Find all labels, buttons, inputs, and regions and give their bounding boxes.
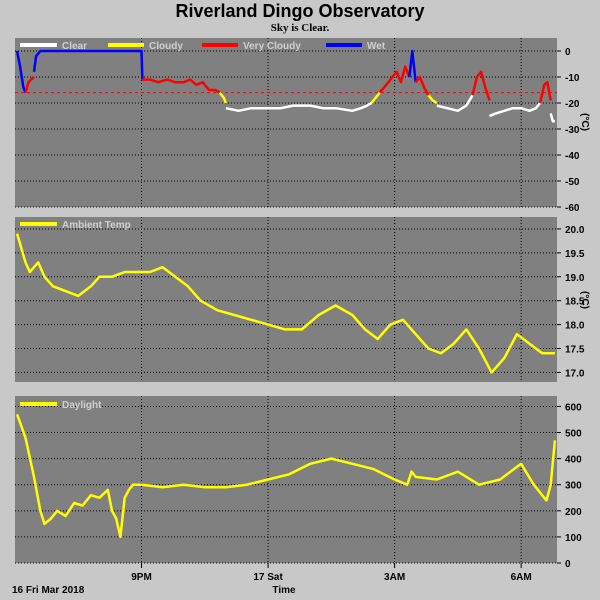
sky-segment-wet [15,50,27,94]
y-tick-label: 400 [565,455,582,466]
daylight-grid [15,396,557,564]
y-tick-label: -60 [565,203,580,214]
x-axis-title: Time [272,585,296,596]
y-tick-label: 200 [565,507,582,518]
sky-segment-wet [408,49,417,83]
sky-temperature-series [15,49,555,123]
legend-label-wet: Wet [367,41,386,52]
sky-temperature-panel: 0 -10 -20 -30 -40 -50 -60 (°C) Clear Cloudy Ve… [15,38,590,214]
ambient-legend: Ambient Temp [20,220,131,231]
x-tick-label: 9PM [131,572,152,583]
ambient-temperature-plot-area [15,217,557,382]
x-tick-label: 17 Sat [253,572,283,583]
sky-segment-very-cloudy [142,78,221,94]
legend-label-daylight: Daylight [62,400,102,411]
daylight-panel: 600 500 400 300 200 100 0 Daylight [15,396,582,570]
sky-segment-clear [549,113,555,123]
sky-segment-cloudy [370,91,381,104]
y-tick-label: 17.0 [565,368,585,379]
y-tick-label: -40 [565,151,580,162]
y-tick-label: -20 [565,99,580,110]
sky-segment-wet [32,49,144,80]
y-tick-label: 19.0 [565,273,585,284]
y-tick-label: 20.0 [565,225,585,236]
daylight-plot-area [15,396,557,563]
legend-label-cloudy: Cloudy [149,41,183,52]
ambient-temperature-panel: 20.0 19.5 19.0 18.5 18.0 17.5 17.0 (°C) Ambien… [15,217,590,382]
daylight-line [15,413,557,539]
sky-status-subtitle: Sky is Clear. [270,22,330,34]
sky-segment-cloudy [427,94,438,105]
sky-segment-very-cloudy [538,80,552,104]
sky-temperature-y-ticks: 0 -10 -20 -30 -40 -50 -60 [557,47,580,214]
sky-legend: Clear Cloudy Very Cloudy Wet [20,41,386,52]
y-tick-label: 19.5 [565,249,585,260]
sky-temperature-plot-area [15,38,557,207]
sky-segment-clear [489,102,542,118]
x-tick-label: 3AM [384,572,405,583]
y-tick-label: 18.5 [565,297,585,308]
y-tick-label: 300 [565,481,582,492]
y-tick-label: 0 [565,47,571,58]
ambient-temperature-line [15,233,555,374]
y-tick-label: -30 [565,125,580,136]
sky-temperature-grid [15,38,557,208]
ambient-temperature-y-ticks: 20.0 19.5 19.0 18.5 18.0 17.5 17.0 [557,225,585,379]
y-tick-label: -10 [565,73,580,84]
sky-segment-very-cloudy [378,65,411,94]
daylight-series [15,413,557,539]
time-axis-ticks: 9PM 17 Sat 3AM 6AM [131,563,532,583]
ambient-temperature-y-unit: (°C) [579,291,590,309]
y-tick-label: 100 [565,533,582,544]
y-tick-label: 17.5 [565,345,585,356]
daylight-y-ticks: 600 500 400 300 200 100 0 [557,402,582,570]
sky-segment-very-cloudy [471,70,491,101]
x-tick-label: 6AM [511,572,532,583]
sky-segment-cloudy [218,91,228,104]
y-tick-label: 18.0 [565,321,585,332]
sky-segment-very-cloudy [24,76,35,93]
y-tick-label: 600 [565,402,582,413]
sky-segment-very-cloudy [414,75,430,96]
sky-segment-clear [436,94,474,113]
y-tick-label: 500 [565,429,582,440]
date-label: 16 Fri Mar 2018 [12,585,85,596]
sky-segment-clear [225,101,373,113]
legend-label-very-cloudy: Very Cloudy [243,41,301,52]
ambient-temperature-series [15,233,555,374]
legend-label-clear: Clear [62,41,87,52]
y-tick-label: 0 [565,559,571,570]
y-tick-label: -50 [565,177,580,188]
sky-temperature-y-unit: (°C) [579,113,590,131]
page-title: Riverland Dingo Observatory [175,1,425,21]
legend-label-ambient: Ambient Temp [62,220,131,231]
daylight-legend: Daylight [20,400,102,411]
